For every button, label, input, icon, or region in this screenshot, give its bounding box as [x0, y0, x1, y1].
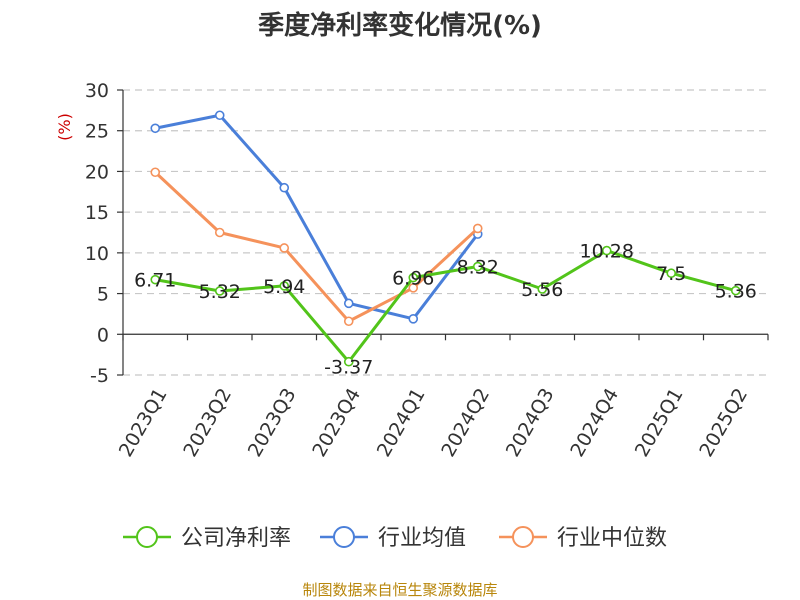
data-label: 7.5 [656, 263, 686, 285]
series-line [154, 249, 737, 364]
data-point [472, 223, 483, 234]
data-point [214, 286, 225, 296]
legend-label: 行业中位数 [557, 526, 667, 551]
data-point [343, 356, 354, 367]
x-tick-label: 2023Q4 [308, 385, 365, 461]
series-line [154, 113, 479, 321]
legend-label: 公司净利率 [181, 526, 291, 551]
legend-marker [512, 526, 534, 548]
x-tick-label: 2024Q3 [502, 385, 559, 461]
source-note: 制图数据来自恒生聚源数据库 [302, 581, 497, 599]
data-point [537, 284, 548, 294]
series-layer [150, 110, 741, 367]
data-label: 6.71 [134, 270, 176, 292]
x-tick-label: 2023Q2 [179, 385, 236, 461]
y-axis-ticks: 30 25 20 15 10 5 0 -5 [85, 80, 123, 387]
data-point [408, 283, 419, 293]
y-tick-label: 5 [97, 284, 109, 306]
data-point [408, 314, 419, 324]
data-point [343, 316, 354, 327]
data-point [601, 245, 612, 256]
x-tick-label: 2024Q1 [373, 385, 430, 461]
data-label: 5.36 [715, 281, 757, 303]
chart-title: 季度净利率变化情况(%) [258, 10, 542, 41]
series-line [154, 171, 479, 323]
x-tick-label: 2025Q1 [631, 385, 688, 461]
legend-marker [136, 526, 158, 548]
x-tick-label: 2025Q2 [695, 385, 752, 461]
legend: 公司净利率 行业均值 行业中位数 [123, 526, 667, 551]
data-point [214, 227, 225, 238]
data-point [343, 298, 354, 309]
data-point [666, 268, 677, 279]
data-labels: 6.71 5.32 5.94 -3.37 6.96 8.32 5.56 10.28 7.5 5.3… [134, 241, 757, 379]
y-axis-unit: (%) [55, 113, 74, 141]
y-tick-label: 25 [85, 121, 109, 143]
data-point [150, 274, 161, 285]
y-tick-label: 10 [85, 243, 109, 265]
data-point [279, 243, 290, 253]
legend-marker [333, 526, 355, 548]
data-label: 5.94 [263, 276, 305, 298]
data-point [472, 261, 483, 272]
data-label: -3.37 [324, 357, 373, 379]
legend-label: 行业均值 [378, 526, 466, 551]
x-tick-label: 2023Q3 [244, 385, 301, 461]
data-label: 5.56 [521, 279, 563, 301]
data-point [730, 285, 741, 296]
y-tick-label: 15 [85, 202, 109, 224]
data-point [279, 281, 290, 291]
data-point [150, 167, 161, 178]
y-tick-label: 20 [85, 161, 109, 183]
y-tick-label: 0 [97, 324, 109, 346]
y-tick-label: 30 [85, 80, 109, 102]
x-axis-ticks: 2023Q1 2023Q2 2023Q3 2023Q4 2024Q1 2024Q2 2024… [115, 334, 769, 461]
data-point [150, 123, 161, 134]
data-point [279, 182, 290, 193]
data-point [214, 110, 225, 121]
data-label: 8.32 [457, 257, 499, 279]
x-tick-label: 2024Q4 [566, 385, 623, 461]
y-tick-label: -5 [90, 365, 109, 387]
data-label: 6.96 [392, 268, 434, 290]
data-label: 10.28 [580, 241, 634, 263]
data-label: 5.32 [199, 281, 241, 303]
data-point [408, 272, 419, 283]
x-tick-label: 2023Q1 [115, 385, 172, 461]
x-tick-label: 2024Q2 [437, 385, 494, 461]
